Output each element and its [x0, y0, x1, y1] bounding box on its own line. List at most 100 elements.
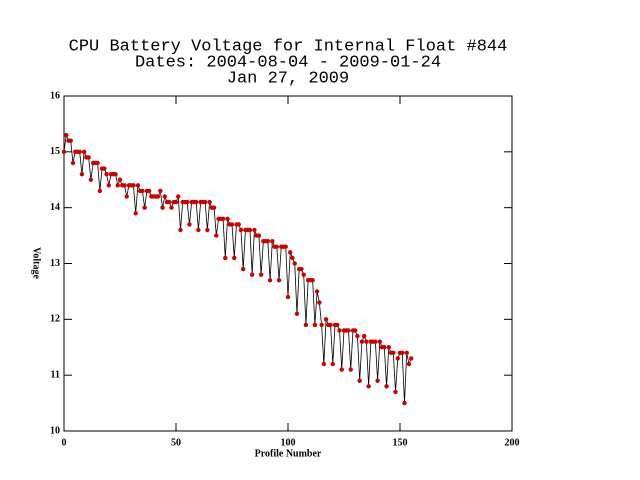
data-point	[317, 300, 322, 305]
data-point	[292, 261, 297, 266]
data-point	[236, 222, 241, 227]
data-point	[339, 367, 344, 372]
y-tick-label: 16	[50, 90, 60, 101]
data-point	[258, 272, 264, 277]
data-point	[169, 205, 174, 210]
x-axis-label: Profile Number	[255, 448, 322, 459]
data-point	[391, 350, 396, 356]
data-point	[382, 345, 387, 350]
data-point	[288, 250, 293, 255]
data-point	[319, 322, 324, 328]
y-tick-label: 13	[50, 258, 60, 269]
data-point	[323, 317, 329, 322]
data-point	[88, 177, 94, 182]
data-point	[384, 384, 389, 389]
data-point	[122, 183, 127, 188]
data-point	[187, 222, 192, 227]
data-point	[402, 400, 407, 406]
data-point	[193, 199, 199, 205]
data-point	[167, 199, 172, 205]
data-point	[124, 194, 129, 199]
data-point	[173, 199, 179, 205]
data-point	[290, 255, 295, 261]
data-point	[328, 322, 333, 328]
data-point	[395, 356, 400, 361]
data-point	[265, 238, 271, 244]
data-point	[135, 183, 141, 188]
data-point	[256, 233, 262, 238]
data-point	[357, 378, 362, 383]
data-point	[348, 367, 353, 372]
data-point	[346, 328, 351, 333]
data-point	[310, 278, 315, 283]
data-point	[285, 294, 291, 300]
data-point	[232, 255, 237, 261]
y-tick-label: 10	[50, 425, 60, 436]
data-point	[274, 244, 279, 249]
data-point	[299, 266, 304, 272]
data-point	[386, 345, 391, 350]
data-point	[205, 227, 210, 233]
data-point	[79, 171, 85, 177]
data-point	[294, 311, 300, 316]
data-point	[355, 333, 360, 339]
data-point	[142, 205, 147, 210]
y-tick-label: 15	[50, 146, 60, 157]
data-point	[176, 194, 181, 199]
data-point	[133, 211, 138, 216]
chart-subtitle: Dates: 2004-08-04 - 2009-01-24	[135, 53, 441, 72]
data-point	[115, 183, 120, 188]
data-point	[225, 216, 230, 222]
data-point	[117, 177, 123, 182]
data-point	[64, 132, 69, 138]
data-point	[81, 149, 87, 155]
x-tick-label: 150	[393, 437, 408, 448]
x-tick-label: 0	[62, 437, 67, 448]
data-point	[61, 149, 67, 155]
data-point	[97, 188, 103, 194]
y-tick-label: 11	[51, 369, 60, 380]
data-point	[375, 378, 380, 383]
data-point	[366, 384, 371, 389]
data-point	[220, 216, 226, 222]
data-point	[353, 328, 358, 333]
data-point	[146, 188, 152, 194]
data-point	[312, 322, 318, 328]
data-point	[158, 188, 163, 194]
data-point	[131, 183, 136, 188]
y-axis-label: Voltage	[31, 247, 42, 279]
data-point	[162, 194, 167, 199]
data-point	[404, 350, 409, 356]
data-point	[178, 227, 183, 233]
data-point	[211, 205, 217, 210]
data-point	[377, 339, 383, 344]
data-point	[303, 322, 309, 328]
data-point	[104, 171, 109, 177]
data-point	[409, 356, 414, 361]
data-point	[314, 289, 320, 294]
data-point	[223, 255, 228, 261]
y-tick-label: 12	[50, 314, 60, 325]
data-point	[400, 350, 405, 356]
data-point	[185, 199, 190, 205]
data-point	[337, 328, 342, 333]
data-point	[113, 171, 118, 177]
y-tick-label: 14	[50, 202, 60, 213]
data-point	[247, 227, 253, 233]
data-point	[214, 233, 219, 238]
data-point	[68, 138, 73, 143]
data-point	[95, 160, 100, 166]
data-point	[106, 183, 112, 188]
data-point	[140, 188, 145, 194]
data-point	[86, 155, 91, 160]
x-tick-label: 50	[171, 437, 181, 448]
data-point	[276, 278, 282, 283]
data-point	[70, 160, 76, 166]
chart-title: CPU Battery Voltage for Internal Float #…	[69, 37, 508, 56]
data-point	[270, 238, 275, 244]
data-point	[207, 199, 212, 205]
data-point	[196, 227, 201, 233]
data-point	[330, 361, 335, 367]
data-point	[102, 166, 107, 171]
